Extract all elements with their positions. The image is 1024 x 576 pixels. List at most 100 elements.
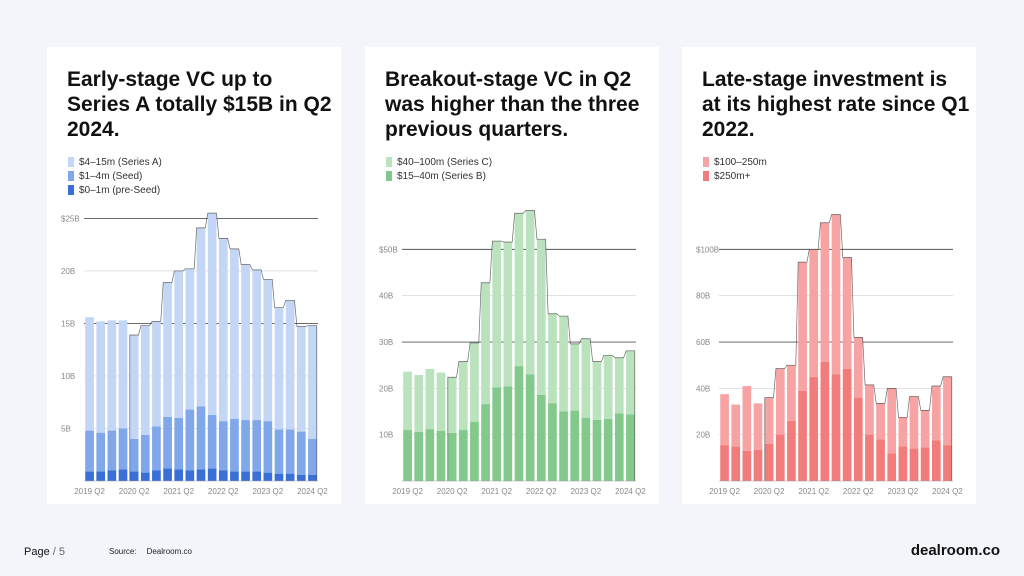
bar-segment [140,325,150,435]
bar-segment [447,377,457,433]
bar-segment [898,417,908,447]
bar-segment [196,469,206,481]
late-stage-chart-panel: Late-stage investment is at its highest … [682,47,976,504]
y-tick-label: $100B [696,245,719,254]
y-tick-label: 20B [61,267,75,276]
x-tick-label: 2019 Q2 [74,487,105,496]
bar-segment [581,417,591,481]
late-stage-bar-chart: 20B 40B 60B 80B $100B 2019 Q2 2020 Q2 2021 Q2 20… [696,214,963,496]
bar-segment [174,270,184,418]
bar-segment [853,337,863,398]
bar-segment [274,307,284,430]
legend-label: $15–40m (Series B) [397,170,486,182]
bar-segment [152,321,161,427]
y-tick-label: 40B [696,384,710,393]
bar-segment [174,417,184,470]
early-stage-chart-panel: Early-stage VC up to Series A totally $1… [47,47,341,504]
chart-legend: $100–250m $250m+ [703,155,767,183]
bar-segment [876,403,885,440]
bar-segment [742,386,752,451]
bar-segment [252,471,262,481]
bar-segment [185,470,195,481]
bar-segment [809,376,819,481]
bar-segment [865,384,874,435]
bar-segment [742,450,752,481]
y-tick-label: 60B [696,338,710,347]
bar-segment [536,394,546,481]
x-tick-label: 2021 Q2 [481,487,512,496]
legend-swatch [68,185,74,195]
bar-segment [285,473,295,481]
legend-swatch [68,157,74,167]
bar-segment [764,397,774,444]
bar-segment [263,421,273,473]
bar-segment [753,449,763,481]
page-number: 5 [58,546,66,558]
bar-segment [876,439,885,481]
total-outline [447,210,636,481]
legend-swatch [68,171,74,181]
source-label: Source: [109,547,137,556]
bar-segment [525,374,535,481]
bar-segment [414,374,424,432]
x-tick-label: 2021 Q2 [798,487,829,496]
bar-segment [798,390,807,481]
bar-segment [592,419,602,481]
bar-segment [403,430,412,481]
y-tick-label: 30B [379,338,393,347]
chart-legend: $4–15m (Series A) $1–4m (Seed) $0–1m (pr… [68,155,162,197]
bar-segment [230,248,239,420]
legend-label: $4–15m (Series A) [79,156,162,168]
bar-segment [152,426,161,471]
bar-segment [887,453,897,481]
y-tick-label: 20B [379,384,393,393]
legend-label: $100–250m [714,156,767,168]
early-stage-bar-chart: 5B 10B 15B 20B $25B 2019 Q2 2020 Q2 2021 Q2 2022… [61,212,328,496]
x-tick-label: 2019 Q2 [392,487,423,496]
bar-segment [853,397,863,481]
bar-segment [720,394,729,446]
bar-segment [842,257,852,369]
bar-segment [185,268,195,410]
legend-swatch [703,171,709,181]
legend-label: $250m+ [714,170,751,182]
x-tick-label: 2022 Q2 [843,487,874,496]
y-tick-label: 10B [61,372,75,381]
bar-segment [943,445,952,481]
bar-segment [274,429,284,474]
bar-segment [887,388,897,454]
bar-segment [614,357,624,414]
x-tick-label: 2023 Q2 [253,487,284,496]
bar-segment [809,249,819,377]
breakout-stage-bar-chart: 10B 20B 30B 40B $50B 2019 Q2 2020 Q2 2021 Q2 202… [379,210,646,496]
bar-segment [931,386,941,441]
bar-segment [425,429,435,481]
bar-segment [559,411,568,481]
bar-segment [218,421,228,471]
bar-segment [263,279,273,422]
bar-segment [308,438,317,475]
legend-label: $0–1m (pre-Seed) [79,184,161,196]
bar-segment [865,434,874,481]
bar-segment [570,343,580,411]
y-tick-label: 10B [379,431,393,440]
bar-segment [230,419,239,472]
bar-segment [720,445,729,481]
bar-segment [96,321,106,433]
bar-segment [820,361,830,481]
legend-label: $40–100m (Series C) [397,156,493,168]
bar-segment [503,386,513,481]
bar-segment [764,443,774,481]
x-tick-label: 2024 Q2 [932,487,963,496]
bar-segment [163,416,172,469]
bar-segment [570,410,580,481]
bar-segment [481,404,490,481]
bar-segment [492,241,502,388]
bar-segment [536,239,546,395]
bar-segment [241,264,250,421]
total-outline [129,212,318,481]
x-tick-label: 2024 Q2 [297,487,328,496]
x-tick-label: 2019 Q2 [709,487,740,496]
y-tick-label: 40B [379,292,393,301]
bar-segment [252,420,262,472]
